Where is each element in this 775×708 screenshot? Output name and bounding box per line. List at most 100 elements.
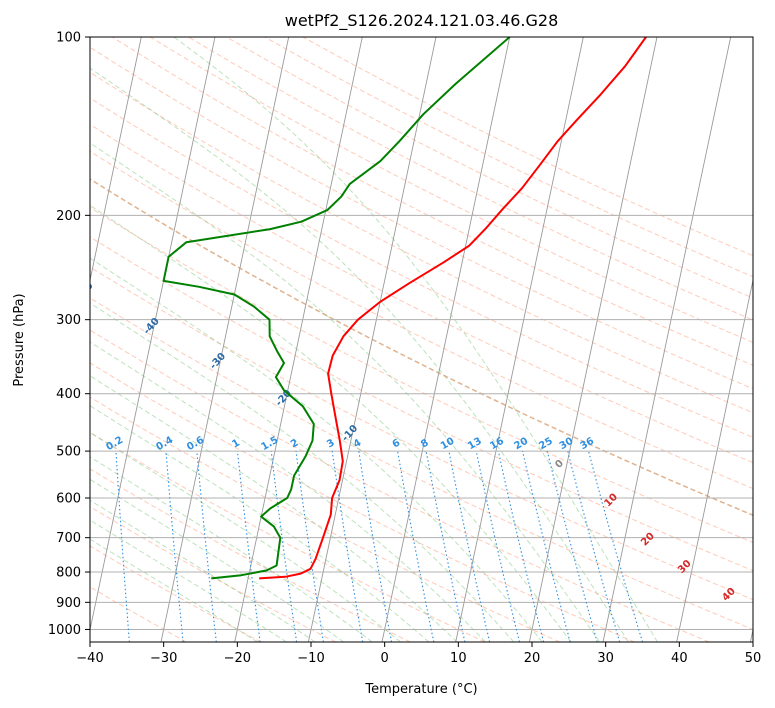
isotherm: [90, 37, 142, 283]
mixing-ratio-line: [236, 451, 261, 642]
moist-adiabat: [90, 538, 258, 642]
x-tick-label: 20: [524, 651, 541, 666]
x-tick-label: 40: [671, 651, 688, 666]
y-tick-label: 800: [56, 566, 81, 581]
y-tick-label: 900: [56, 596, 81, 611]
dry-adiabat: [90, 266, 753, 601]
y-axis-label: Pressure (hPa): [12, 293, 27, 386]
dry-adiabat: [90, 46, 753, 390]
plot-frame: [89, 36, 754, 643]
isotherm: [676, 278, 753, 642]
moist-adiabat-label: 40: [720, 586, 738, 604]
mixing-ratio-label: 16: [488, 436, 506, 453]
mixing-ratio-label: 6: [391, 437, 403, 450]
isotherm: [160, 37, 290, 642]
mixing-ratio-label: 36: [579, 436, 597, 453]
mixing-ratio-line: [567, 450, 621, 642]
mixing-ratio-line: [115, 451, 130, 642]
mixing-ratio-line: [196, 451, 217, 642]
mixing-ratio-line: [497, 450, 545, 642]
mixing-ratio-label: 2: [289, 437, 301, 450]
dry-adiabat: [90, 431, 486, 642]
moist-adiabat: [90, 519, 287, 642]
mixing-ratio-line: [522, 450, 571, 642]
x-tick-label: 10: [450, 651, 467, 666]
dry-adiabat: [90, 586, 187, 642]
moist-adiabat: [90, 478, 344, 642]
chart-title: wetPf2_S126.2024.121.03.46.G28: [285, 11, 559, 31]
moist-adiabat: [90, 405, 430, 642]
x-tick-label: 30: [597, 651, 614, 666]
moist-adiabat-label: 20: [639, 531, 657, 549]
mixing-ratio-label: 25: [537, 436, 555, 453]
dry-adiabat-highlight: [90, 178, 753, 517]
dry-adiabat: [90, 71, 753, 414]
isotherm-label: -60: [12, 234, 32, 255]
isotherm: [381, 37, 511, 642]
mixing-ratio-label: 0.6: [185, 435, 206, 453]
dry-adiabat: [111, 37, 753, 366]
mixing-ratio-line: [69, 451, 79, 642]
y-axis: 100 200 300 400 500 600 700 800 900 1000: [48, 31, 90, 638]
isotherm: [307, 37, 437, 642]
moist-adiabat: [90, 375, 458, 642]
moist-adiabat: [90, 257, 543, 642]
x-tick-label: 50: [745, 651, 762, 666]
dry-adiabat: [149, 37, 753, 343]
x-tick-label: −10: [297, 651, 324, 666]
dry-adiabat: [90, 297, 753, 630]
y-tick-label: 500: [56, 445, 81, 460]
mixing-ratio-label: 1.5: [260, 435, 281, 453]
dry-adiabat: [90, 236, 753, 572]
mixing-ratio-line: [587, 450, 644, 642]
x-tick-label: −40: [76, 651, 103, 666]
dry-adiabat: [90, 396, 560, 642]
x-tick-label: −20: [224, 651, 251, 666]
moist-adiabat: [90, 204, 572, 642]
isotherm: [602, 37, 732, 642]
isotherm: [749, 627, 753, 642]
x-axis-label: Temperature (°C): [364, 682, 477, 697]
y-tick-label: 300: [56, 313, 81, 328]
mixing-ratio-line: [397, 451, 435, 642]
moist-adiabat: [90, 341, 486, 642]
mixing-ratio-label: 20: [513, 436, 531, 453]
moist-adiabat: [90, 499, 316, 642]
x-tick-label: −30: [150, 651, 177, 666]
y-tick-label: 100: [56, 31, 81, 46]
moist-adiabat: [90, 431, 401, 642]
dry-adiabat: [90, 545, 262, 642]
mixing-ratio-label: 3: [325, 437, 337, 450]
y-tick-label: 400: [56, 387, 81, 402]
mixing-ratio-label: 0.2: [104, 435, 125, 453]
dry-adiabat: [90, 97, 753, 438]
moist-adiabat: [90, 302, 515, 642]
dry-adiabat: [90, 362, 635, 642]
mixing-ratio-line: [270, 451, 298, 642]
isotherm: [528, 37, 658, 642]
isotherm-label: -50: [75, 280, 95, 301]
moist-adiabat: [90, 456, 373, 642]
y-tick-label: 600: [56, 492, 81, 507]
dry-adiabat: [90, 329, 710, 642]
moist-adiabat: [90, 67, 629, 642]
mixing-ratio-label: 10: [439, 436, 457, 453]
dry-adiabat: [90, 150, 753, 490]
moist-adiabat-label: 0: [553, 458, 566, 471]
isotherm: [90, 37, 216, 632]
isotherm-label: -30: [208, 351, 228, 372]
y-tick-label: 1000: [48, 623, 81, 638]
temperature-line: [259, 37, 647, 580]
x-axis: −40 −30 −20 −10 0 10 20 30 40 50: [76, 642, 761, 666]
isotherm: [0, 37, 68, 642]
y-tick-label: 200: [56, 209, 81, 224]
dry-adiabat: [90, 468, 411, 642]
isotherm-label: -40: [142, 316, 162, 337]
mixing-ratio-line: [295, 451, 324, 642]
y-tick-label: 700: [56, 531, 81, 546]
dry-adiabat: [90, 178, 753, 516]
moist-adiabat: [173, 37, 658, 642]
dewpoint-line: [162, 37, 511, 580]
mixing-ratio-line: [448, 450, 491, 642]
